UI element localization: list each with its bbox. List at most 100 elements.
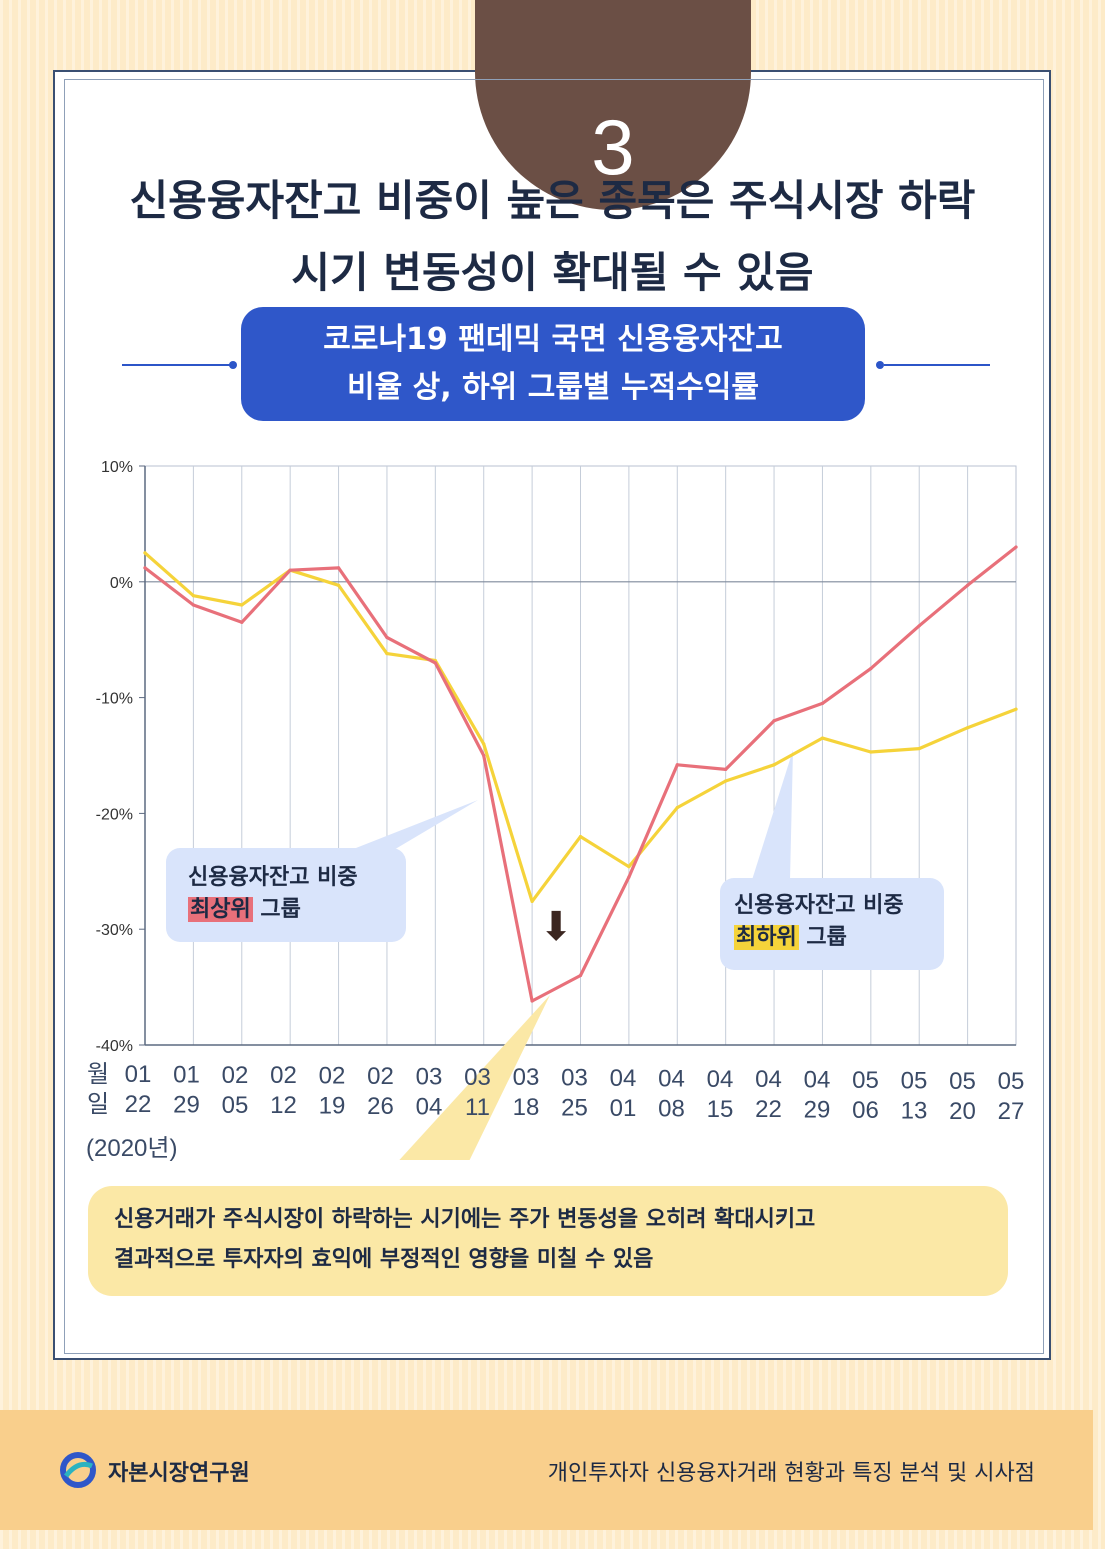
callout-bottom-highlight: 최하위 (734, 925, 799, 950)
year-label: (2020년) (86, 1135, 178, 1162)
data-point (772, 719, 776, 723)
x-tick-month: 05 (852, 1067, 879, 1094)
data-point (191, 603, 195, 607)
x-tick-month: 04 (610, 1065, 637, 1092)
x-tick-month: 02 (319, 1063, 346, 1090)
data-point (578, 834, 583, 839)
x-tick-day: 15 (707, 1096, 734, 1123)
badge-number: 3 (591, 103, 635, 191)
data-point (530, 999, 534, 1003)
x-tick-day: 18 (513, 1094, 540, 1121)
x-tick-month: 03 (464, 1064, 491, 1091)
y-tick-label: 0% (110, 575, 133, 592)
data-point (143, 566, 147, 570)
x-tick-month: 01 (125, 1061, 152, 1088)
x-tick-day: 06 (852, 1097, 879, 1124)
data-point (336, 566, 341, 570)
chart-series (143, 545, 1018, 1003)
y-tick-label: -20% (96, 806, 133, 823)
down-arrow-annotation: ⬇ (539, 904, 573, 950)
data-point (675, 806, 679, 810)
x-tick-month: 05 (949, 1068, 976, 1095)
headline-line1: 신용융자잔고 비중이 높은 종목은 주식시장 하락 (129, 176, 976, 225)
x-tick-day: 20 (949, 1098, 976, 1125)
data-point (869, 750, 873, 754)
subtitle-right-rule (884, 364, 990, 366)
callout-bottom-group: 신용융자잔고 비중 최하위 그룹 (720, 878, 944, 970)
callout-top-group: 신용융자잔고 비중 최상위 그룹 (166, 848, 406, 942)
data-point (240, 603, 244, 607)
x-tick-day: 29 (173, 1091, 200, 1118)
x-tick-day: 11 (465, 1094, 490, 1121)
data-point (869, 667, 873, 671)
x-tick-day: 22 (125, 1091, 152, 1118)
data-point (724, 767, 728, 771)
data-point (433, 661, 437, 665)
y-axis-ticks: 10% 0% -10% -20% -30% -40% (96, 459, 145, 1055)
data-point (288, 568, 292, 572)
note-pointer (399, 995, 550, 1160)
line-chart: 10% 0% -10% -20% -30% -40% 월일 01 22 01 29 02 05 02 12… (87, 459, 1024, 1160)
data-point (385, 651, 389, 656)
footer: 자본시장연구원 개인투자자 신용융자거래 현황과 특징 분석 및 시사점 (0, 1410, 1093, 1530)
data-point (1014, 545, 1018, 549)
x-tick-day: 29 (804, 1097, 831, 1124)
callout-top-line1: 신용융자잔고 비중 (188, 865, 358, 890)
x-tick-day: 04 (416, 1093, 443, 1120)
data-point (143, 551, 147, 555)
x-tick-month: 04 (658, 1065, 685, 1092)
callout-top-suffix: 그룹 (260, 897, 301, 922)
x-tick-month: 04 (804, 1067, 831, 1094)
callout-bottom-line1: 신용융자잔고 비중 (734, 893, 904, 918)
summary-note: 신용거래가 주식시장이 하락하는 시기에는 주가 변동성을 오히려 확대시키고 … (88, 1186, 1008, 1296)
number-badge: 3 (475, 0, 751, 210)
headline-line2: 시기 변동성이 확대될 수 있음 (291, 248, 814, 297)
chart-title-line2: 비율 상, 하위 그룹별 누적수익률 (347, 370, 759, 405)
chart-title-pill: 코로나19 팬데믹 국면 신용융자잔고 비율 상, 하위 그룹별 누적수익률 (241, 307, 865, 421)
note-line2: 결과적으로 투자자의 효익에 부정적인 영향을 미칠 수 있음 (114, 1247, 654, 1272)
x-tick-day: 01 (610, 1095, 637, 1122)
callout-bottom-pointer (752, 750, 793, 880)
data-point (966, 726, 970, 730)
x-tick-day: 22 (755, 1096, 782, 1123)
x-tick-month: 02 (367, 1063, 394, 1090)
data-point (917, 624, 921, 628)
callout-bottom-suffix: 그룹 (806, 925, 847, 950)
org-name: 자본시장연구원 (108, 1461, 250, 1486)
note-line1: 신용거래가 주식시장이 하락하는 시기에는 주가 변동성을 오히려 확대시키고 (114, 1207, 816, 1232)
data-point (724, 779, 728, 783)
x-tick-day: 19 (319, 1093, 346, 1120)
data-point (482, 742, 486, 746)
subtitle-left-dot (229, 361, 237, 369)
data-point (675, 763, 679, 767)
chart-title-line1: 코로나19 팬데믹 국면 신용융자잔고 (323, 322, 783, 357)
subtitle-left-rule (122, 364, 230, 366)
callout-top-highlight: 최상위 (188, 897, 253, 922)
y-tick-label: -10% (96, 691, 133, 708)
x-tick-month: 05 (901, 1067, 928, 1094)
x-tick-month: 02 (222, 1062, 249, 1089)
x-tick-month: 03 (513, 1064, 540, 1091)
x-tick-month: 03 (416, 1063, 443, 1090)
x-tick-day: 25 (561, 1095, 588, 1122)
data-point (820, 701, 825, 705)
x-axis-ticks: 월일 01 22 01 29 02 05 02 12 02 19 02 26 03 04 03 11 03 18 03… (87, 1061, 1024, 1125)
x-axis-day-prefix: 일 (87, 1091, 109, 1118)
x-tick-day: 26 (367, 1093, 394, 1120)
data-point (191, 594, 195, 598)
x-tick-month: 05 (998, 1068, 1025, 1095)
data-point (917, 746, 921, 751)
headline: 신용융자잔고 비중이 높은 종목은 주식시장 하락 시기 변동성이 확대될 수 … (60, 165, 1045, 309)
data-point (336, 583, 341, 587)
x-tick-day: 13 (901, 1097, 928, 1124)
x-tick-month: 04 (707, 1066, 734, 1093)
data-point (627, 865, 631, 869)
y-tick-label: -40% (96, 1038, 133, 1055)
x-tick-day: 12 (270, 1092, 297, 1119)
y-tick-label: -30% (96, 922, 133, 939)
data-point (482, 753, 486, 758)
x-tick-month: 04 (755, 1066, 782, 1093)
x-tick-day: 05 (222, 1092, 249, 1119)
x-tick-month: 02 (270, 1062, 297, 1089)
data-point (1014, 707, 1018, 711)
